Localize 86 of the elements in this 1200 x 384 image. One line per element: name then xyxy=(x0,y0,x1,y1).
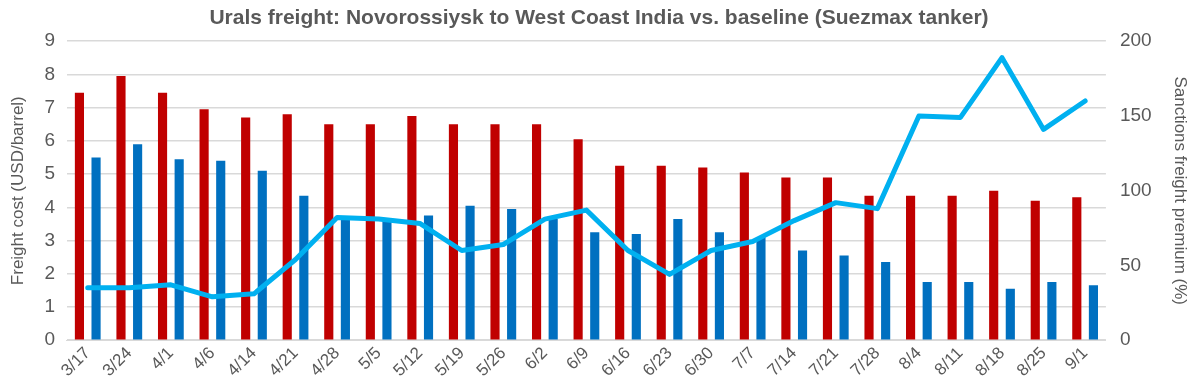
x-tick-label: 5/5 xyxy=(354,343,385,374)
bar xyxy=(756,237,766,340)
bar xyxy=(839,255,849,340)
y-axis-title: Freight cost (USD/barrel) xyxy=(7,96,27,286)
bar xyxy=(116,76,126,340)
y2-tick-label: 0 xyxy=(1119,328,1131,350)
x-tick-label: 7/14 xyxy=(763,343,801,380)
bar xyxy=(964,282,974,340)
bar xyxy=(573,139,583,340)
bar xyxy=(656,165,666,340)
bar xyxy=(590,232,600,340)
bar xyxy=(282,114,292,340)
bar xyxy=(490,124,500,340)
bar xyxy=(673,218,683,340)
bar xyxy=(174,159,184,340)
bar xyxy=(615,165,625,340)
y2-tick-label: 150 xyxy=(1119,104,1152,126)
x-tick-label: 4/21 xyxy=(264,343,302,380)
bar xyxy=(299,195,309,340)
y-tick-label: 1 xyxy=(44,295,55,317)
x-tick-label: 4/28 xyxy=(306,343,344,380)
bar xyxy=(465,205,475,340)
bar xyxy=(922,282,932,340)
bar xyxy=(241,117,251,340)
x-tick-label: 6/2 xyxy=(520,343,552,374)
bar xyxy=(548,218,558,340)
bar xyxy=(1088,285,1098,340)
y-tick-label: 0 xyxy=(44,328,55,350)
bar xyxy=(133,144,143,340)
bar xyxy=(324,124,334,340)
bar xyxy=(423,215,434,340)
x-tick-label: 6/23 xyxy=(638,343,676,380)
bar xyxy=(91,157,101,340)
bar xyxy=(631,233,641,340)
bar xyxy=(822,177,833,340)
x-tick-label: 8/4 xyxy=(894,343,926,374)
bar xyxy=(714,232,724,340)
bar xyxy=(531,124,542,340)
y2-tick-label: 200 xyxy=(1119,29,1152,51)
bar xyxy=(216,160,226,340)
x-tick-label: 4/14 xyxy=(223,343,261,380)
bar xyxy=(1047,282,1057,340)
bar xyxy=(74,92,85,340)
bar xyxy=(382,220,392,340)
bar xyxy=(448,124,459,340)
y-tick-label: 3 xyxy=(44,228,55,250)
bar xyxy=(199,109,209,340)
bar xyxy=(340,218,350,340)
y-tick-label: 4 xyxy=(44,195,56,217)
bar xyxy=(797,250,808,340)
x-tick-label: 8/11 xyxy=(930,343,967,380)
y-tick-label: 9 xyxy=(44,29,55,51)
x-tick-label: 6/9 xyxy=(562,343,593,374)
y-tick-label: 2 xyxy=(44,261,55,283)
bar xyxy=(507,208,517,340)
bar xyxy=(906,195,916,340)
bar xyxy=(864,195,874,340)
x-tick-label: 4/6 xyxy=(188,343,219,374)
y-tick-label: 8 xyxy=(44,62,55,84)
bar xyxy=(698,167,708,340)
x-tick-label: 6/16 xyxy=(597,343,635,380)
x-tick-label: 7/28 xyxy=(846,343,884,380)
bar xyxy=(881,262,891,340)
bar xyxy=(257,170,267,340)
bar xyxy=(407,115,417,340)
x-tick-label: 9/1 xyxy=(1061,343,1092,374)
x-tick-label: 6/30 xyxy=(680,343,718,380)
bar xyxy=(1072,197,1082,340)
bar xyxy=(989,190,999,340)
y-tick-label: 7 xyxy=(44,95,55,117)
bar xyxy=(1030,200,1040,340)
bar xyxy=(947,195,957,340)
bar xyxy=(365,124,375,340)
x-tick-label: 4/1 xyxy=(146,343,177,374)
y2-tick-label: 100 xyxy=(1119,178,1152,200)
x-tick-label: 7/7 xyxy=(728,343,759,374)
y-tick-label: 5 xyxy=(44,162,55,184)
y2-axis-title: Sanctions freight premium (%) xyxy=(1171,76,1191,306)
bar xyxy=(157,92,168,340)
bar xyxy=(739,172,749,340)
bar xyxy=(1005,288,1015,340)
x-tick-label: 7/21 xyxy=(805,343,842,380)
bar xyxy=(781,177,791,340)
y2-tick-label: 50 xyxy=(1119,253,1142,275)
y-tick-label: 6 xyxy=(44,129,55,151)
chart-title: Urals freight: Novorossiysk to West Coast India vs. baseline (Suezmax tanker) xyxy=(209,5,989,29)
